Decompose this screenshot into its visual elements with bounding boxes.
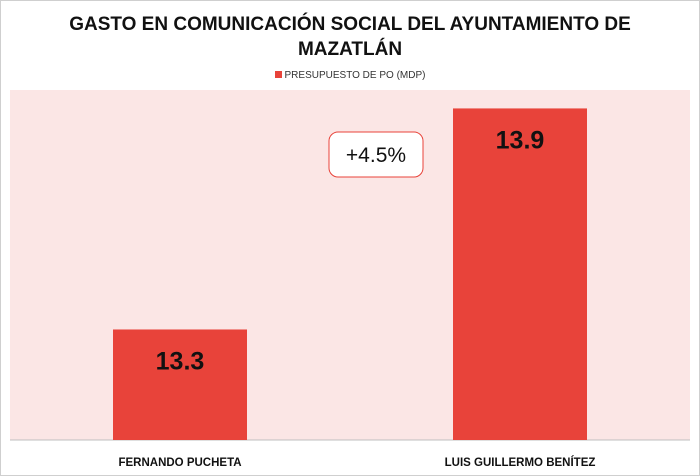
chart-title: GASTO EN COMUNICACIÓN SOCIAL DEL AYUNTAM…: [69, 14, 631, 60]
bar-1: [113, 329, 247, 440]
bar-2: [453, 108, 587, 440]
data-label-1: 13.3: [156, 347, 205, 375]
category-label-2: LUIS GUILLERMO BENÍTEZ: [445, 456, 596, 469]
legend: PRESUPUESTO DE PO (MDP): [0, 70, 700, 81]
data-label-2: 13.9: [496, 126, 545, 154]
legend-swatch: [274, 71, 282, 78]
category-label-1: FERNANDO PUCHETA: [118, 457, 241, 469]
annotation-box: [328, 131, 424, 178]
legend-label: PRESUPUESTO DE PO (MDP): [284, 70, 426, 81]
annotation-text: +4.5%: [346, 144, 406, 167]
